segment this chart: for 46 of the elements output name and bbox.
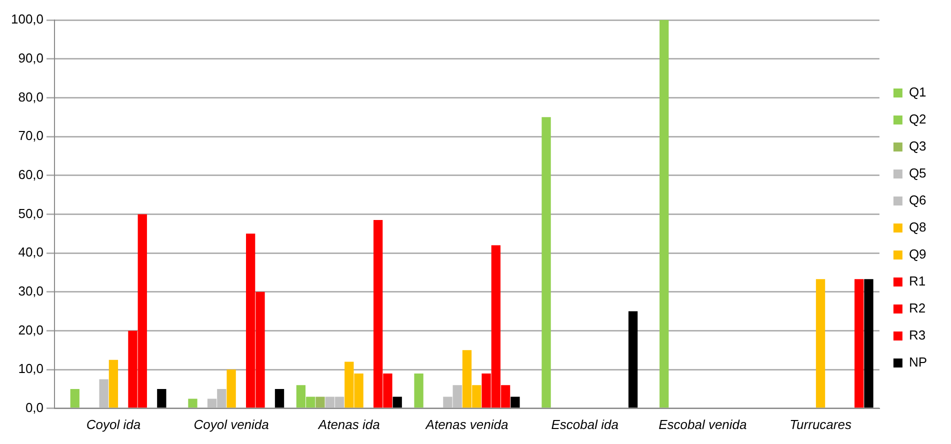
legend-label: R1: [908, 274, 926, 289]
y-tick-label: 50,0: [18, 206, 44, 221]
bar: [274, 388, 284, 408]
y-tick-label: 10,0: [18, 361, 44, 376]
legend-label: Q5: [908, 166, 926, 181]
bar: [816, 279, 826, 408]
x-tick-label: Atenas ida: [317, 416, 380, 432]
x-tick-label: Atenas venida: [424, 416, 508, 432]
bar: [542, 117, 551, 408]
legend-label: Q1: [908, 84, 926, 100]
y-tick-label: 0,0: [25, 400, 44, 415]
y-tick-label: 20,0: [18, 322, 44, 338]
bar: [414, 373, 424, 408]
bar: [188, 398, 198, 408]
bar: [99, 379, 108, 408]
legend-label: Q9: [908, 246, 926, 262]
legend-label: NP: [908, 354, 928, 370]
legend-label: Q8: [908, 220, 926, 235]
bar: [157, 388, 166, 408]
bar: [108, 360, 118, 408]
y-tick-label: 70,0: [18, 128, 44, 144]
legend-label: Q3: [908, 138, 926, 154]
bar: [660, 20, 669, 408]
bar: [70, 388, 80, 408]
bar: [628, 311, 638, 408]
legend-label: R3: [908, 328, 926, 343]
bar: [316, 396, 325, 408]
legend-label: Q2: [908, 112, 926, 127]
bar: [392, 396, 402, 408]
bar: [864, 279, 874, 408]
x-tick-label: Escobal ida: [551, 416, 618, 432]
x-tick-label: Coyol ida: [86, 416, 141, 432]
x-tick-label: Escobal venida: [658, 416, 747, 432]
y-tick-label: 30,0: [18, 283, 44, 298]
bar: [510, 396, 520, 408]
y-tick-label: 100,0: [10, 12, 44, 27]
y-tick-label: 40,0: [18, 244, 44, 260]
legend-label: R2: [908, 300, 926, 316]
x-tick-label: Turrucares: [790, 416, 852, 432]
bar: [854, 279, 864, 408]
y-tick-label: 60,0: [18, 166, 44, 182]
y-tick-label: 90,0: [18, 50, 44, 66]
legend-label: Q6: [908, 192, 926, 208]
bar: [226, 370, 236, 408]
y-tick-label: 80,0: [18, 89, 44, 104]
x-tick-label: Coyol venida: [194, 416, 269, 432]
